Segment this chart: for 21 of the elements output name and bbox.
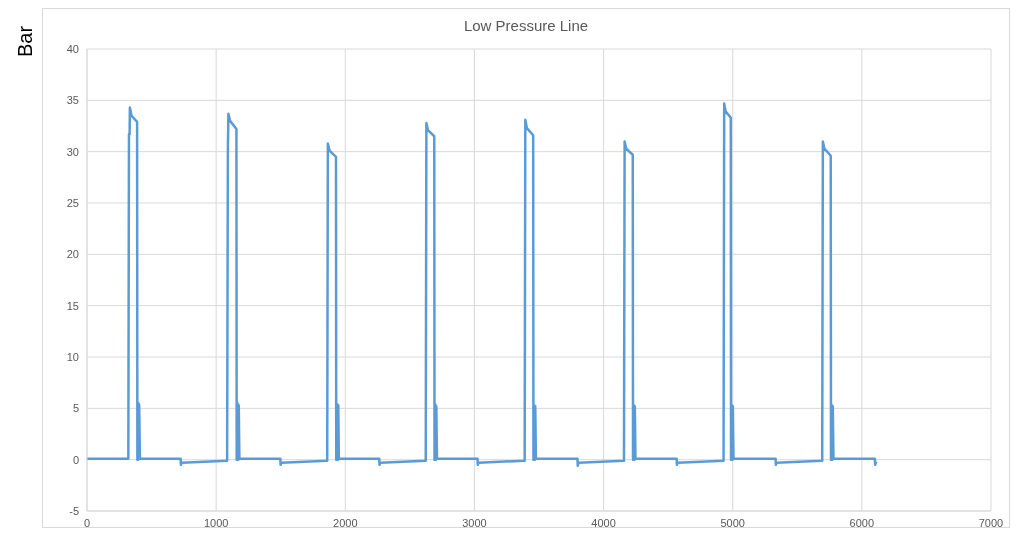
x-tick-label: 6000 [849, 516, 875, 529]
y-axis-title: Bar [13, 24, 37, 60]
x-tick-label: 3000 [462, 516, 487, 529]
x-tick-label: 1000 [203, 516, 229, 529]
x-tick-label: 2000 [333, 516, 358, 529]
y-tick-label: 15 [66, 299, 79, 312]
y-tick-label: 20 [66, 248, 79, 261]
y-tick-label: 5 [72, 402, 79, 415]
y-tick-label: 30 [66, 145, 79, 158]
chart-title: Low Pressure Line [462, 17, 590, 36]
x-tick-label: 4000 [591, 516, 616, 529]
line-series [87, 102, 878, 468]
y-tick-label: 25 [66, 196, 79, 209]
x-tick-label: 0 [83, 516, 91, 529]
y-tick-label: -5 [69, 504, 79, 517]
x-tick-label: 7000 [978, 516, 1004, 529]
y-tick-label: 0 [72, 453, 79, 466]
y-tick-label: 35 [66, 94, 79, 107]
y-tick-label: 40 [66, 42, 79, 55]
y-tick-label: 10 [66, 350, 79, 363]
x-tick-label: 5000 [720, 516, 745, 529]
